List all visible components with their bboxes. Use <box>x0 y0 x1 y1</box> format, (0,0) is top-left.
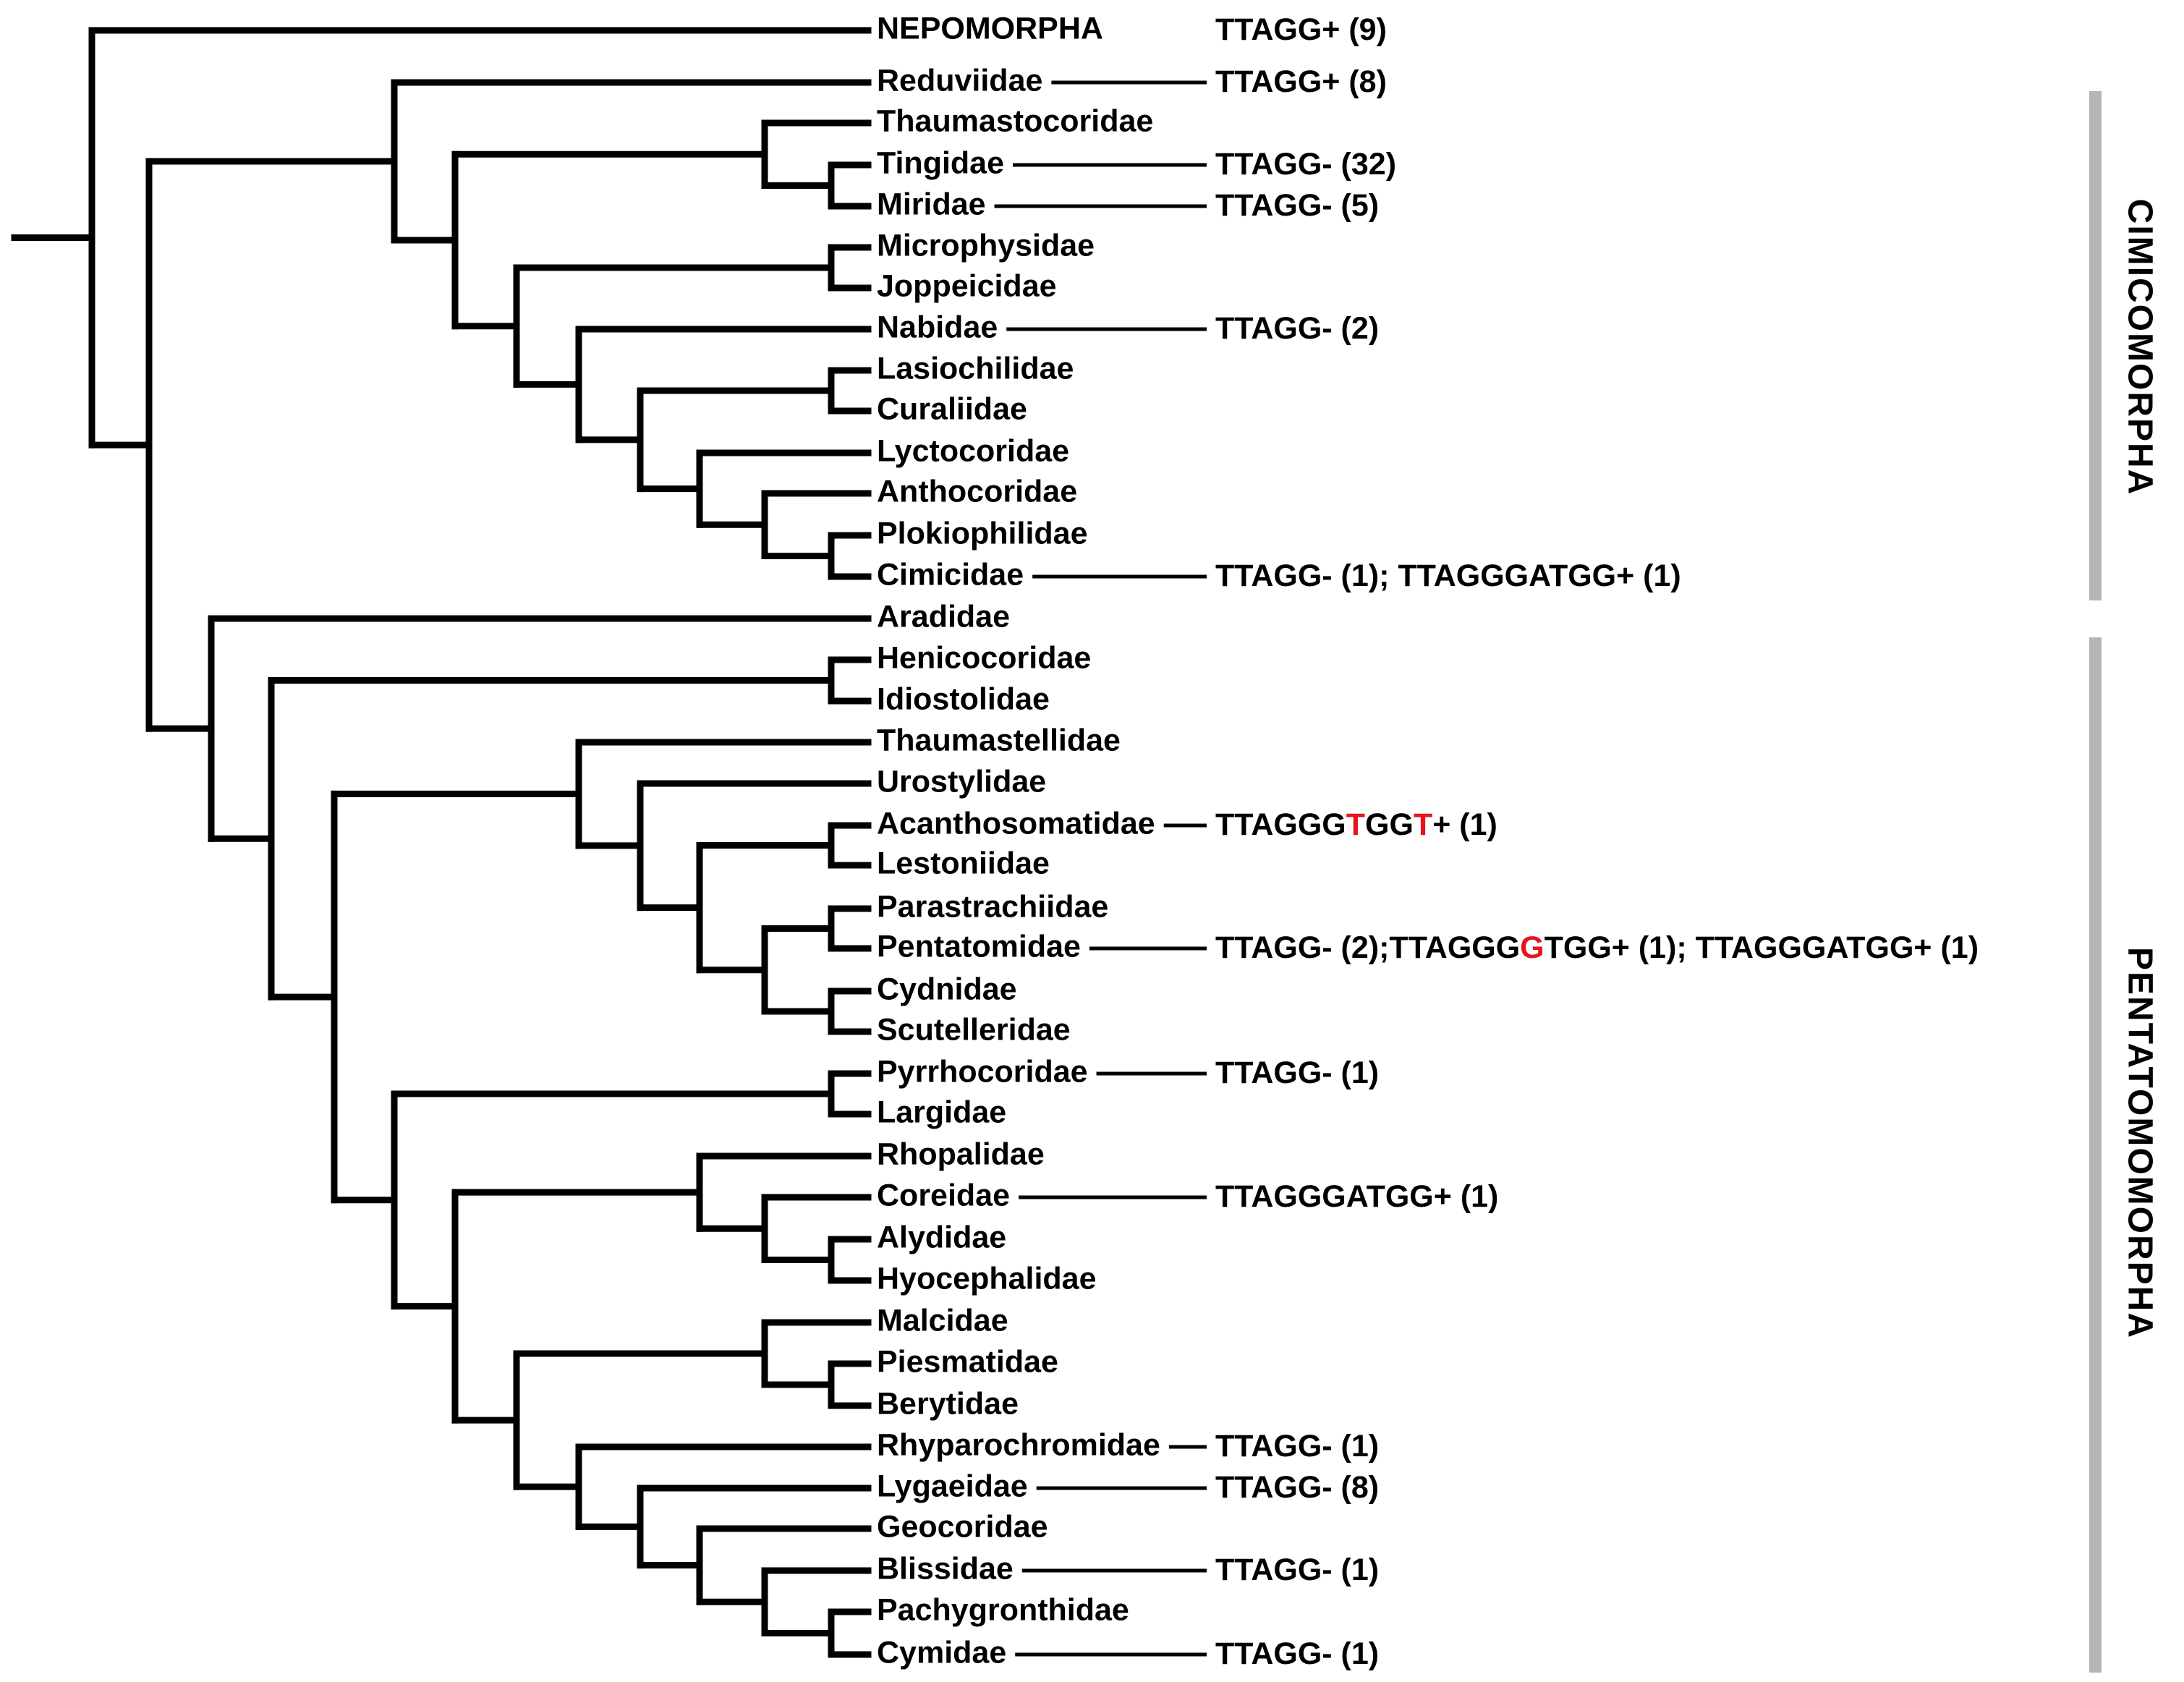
taxon-label-tingidae: Tingidae <box>877 145 1004 180</box>
taxon-label-nabidae: Nabidae <box>877 310 998 344</box>
telomere-annotation: TTAGG- (32) <box>1215 147 1396 182</box>
motif-text: TTAGG- (2) <box>1215 311 1379 346</box>
motif-text: TTAGG- (2);TTAGGG <box>1215 930 1520 965</box>
motif-text: TTAGGGATGG+ (1) <box>1215 1179 1498 1214</box>
telomere-annotations: TTAGG+ (9) TTAGG+ (8) TTAGG- (32) TTAGG- (5… <box>1215 12 1979 1671</box>
motif-text: TTAGG- (1) <box>1215 1429 1379 1464</box>
taxon-label-parastrachiidae: Parastrachiidae <box>877 889 1108 924</box>
taxon-label-lygaeidae: Lygaeidae <box>877 1469 1028 1503</box>
taxon-label-malcidae: Malcidae <box>877 1303 1008 1338</box>
taxon-label-lasiochilidae: Lasiochilidae <box>877 351 1074 386</box>
motif-text: TTAGG- (5) <box>1215 188 1379 223</box>
taxon-label-microphysidae: Microphysidae <box>877 228 1095 263</box>
taxon-label-thaumastocoridae: Thaumastocoridae <box>877 103 1153 138</box>
taxon-label-pentatomidae: Pentatomidae <box>877 929 1081 964</box>
taxon-label-anthocoridae: Anthocoridae <box>877 474 1077 509</box>
telomere-annotation: TTAGG- (8) <box>1215 1470 1379 1505</box>
taxon-label-cymidae: Cymidae <box>877 1635 1006 1670</box>
motif-text: TTAGG- (1); TTAGGGATGG+ (1) <box>1215 558 1681 593</box>
telomere-annotation: TTAGG- (2);TTAGGGGTGG+ (1); TTAGGGATGG+ … <box>1215 930 1979 965</box>
taxon-label-rhopalidae: Rhopalidae <box>877 1137 1045 1171</box>
taxon-label-lestoniidae: Lestoniidae <box>877 846 1050 880</box>
taxon-label-plokiophilidae: Plokiophilidae <box>877 516 1088 551</box>
taxon-label-pachygronthidae: Pachygronthidae <box>877 1592 1129 1627</box>
telomere-annotation: TTAGG+ (8) <box>1215 64 1387 99</box>
annotation-connectors <box>994 80 1207 1657</box>
telomere-annotation: TTAGG- (1) <box>1215 1553 1379 1587</box>
taxon-label-hyocephalidae: Hyocephalidae <box>877 1261 1097 1296</box>
taxon-label-lyctocoridae: Lyctocoridae <box>877 433 1069 468</box>
motif-text: + (1) <box>1432 807 1497 842</box>
motif-text: TTAGG- (8) <box>1215 1470 1379 1505</box>
taxon-label-curaliidae: Curaliidae <box>877 391 1027 426</box>
telomere-annotation: TTAGGGATGG+ (1) <box>1215 1179 1498 1214</box>
mutated-base: G <box>1520 930 1544 965</box>
taxon-label-pyrrhocoridae: Pyrrhocoridae <box>877 1054 1088 1089</box>
mutated-base: T <box>1414 807 1432 842</box>
taxon-label-cimicidae: Cimicidae <box>877 557 1024 592</box>
taxon-label-acanthosomatidae: Acanthosomatidae <box>877 806 1155 841</box>
taxon-label-cydnidae: Cydnidae <box>877 972 1017 1006</box>
taxon-label-piesmatidae: Piesmatidae <box>877 1344 1058 1379</box>
taxon-label-thaumastellidae: Thaumastellidae <box>877 723 1121 757</box>
pentatomomorpha-bar <box>2089 637 2102 1673</box>
motif-text: TTAGG+ (8) <box>1215 64 1387 99</box>
taxon-label-rhyparochromidae: Rhyparochromidae <box>877 1427 1160 1462</box>
taxon-labels: NEPOMORPHA Reduviidae Thaumastocoridae Ting… <box>877 11 1160 1670</box>
taxon-label-henicocoridae: Henicocoridae <box>877 640 1091 675</box>
tree-branches <box>11 27 872 1658</box>
taxon-label-coreidae: Coreidae <box>877 1178 1010 1212</box>
taxon-label-largidae: Largidae <box>877 1095 1006 1129</box>
telomere-annotation: TTAGG- (1) <box>1215 1429 1379 1464</box>
taxon-label-geocoridae: Geocoridae <box>877 1509 1048 1544</box>
motif-text: TTAGG+ (9) <box>1215 12 1387 47</box>
telomere-annotation: TTAGG- (1) <box>1215 1636 1379 1671</box>
mutated-base: T <box>1346 807 1365 842</box>
telomere-annotation: TTAGG- (5) <box>1215 188 1379 223</box>
motif-text: TTAGG- (1) <box>1215 1553 1379 1587</box>
motif-text: TTAGG- (1) <box>1215 1636 1379 1671</box>
taxon-label-alydidae: Alydidae <box>877 1220 1006 1254</box>
motif-text: TTAGGG <box>1215 807 1346 842</box>
motif-text: TTAGG- (32) <box>1215 147 1396 182</box>
telomere-annotation: TTAGG- (1); TTAGGGATGG+ (1) <box>1215 558 1681 593</box>
telomere-annotation: TTAGG- (2) <box>1215 311 1379 346</box>
taxon-label-joppeicidae: Joppeicidae <box>877 268 1057 303</box>
motif-text: TTAGG- (1) <box>1215 1056 1379 1090</box>
taxon-label-blissidae: Blissidae <box>877 1551 1014 1586</box>
taxon-label-idiostolidae: Idiostolidae <box>877 681 1050 716</box>
taxon-label-miridae: Miridae <box>877 187 986 221</box>
cimicomorpha-bar <box>2089 91 2102 600</box>
telomere-annotation: TTAGGGTGGT+ (1) <box>1215 807 1497 842</box>
taxon-label-aradidae: Aradidae <box>877 599 1010 634</box>
taxon-label-berytidae: Berytidae <box>877 1386 1019 1421</box>
taxon-label-scutelleridae: Scutelleridae <box>877 1012 1071 1047</box>
taxon-label-reduviidae: Reduviidae <box>877 63 1042 98</box>
motif-text: GG <box>1365 807 1414 842</box>
telomere-annotation: TTAGG- (1) <box>1215 1056 1379 1090</box>
cimicomorpha-label: CIMICOMORPHA <box>2120 199 2159 496</box>
taxon-label-urostylidae: Urostylidae <box>877 764 1046 799</box>
taxon-label-nepomorpha: NEPOMORPHA <box>877 11 1103 46</box>
motif-text: TGG+ (1); TTAGGGATGG+ (1) <box>1544 930 1979 965</box>
pentatomomorpha-label: PENTATOMOMORPHA <box>2120 947 2159 1339</box>
telomere-annotation: TTAGG+ (9) <box>1215 12 1387 47</box>
